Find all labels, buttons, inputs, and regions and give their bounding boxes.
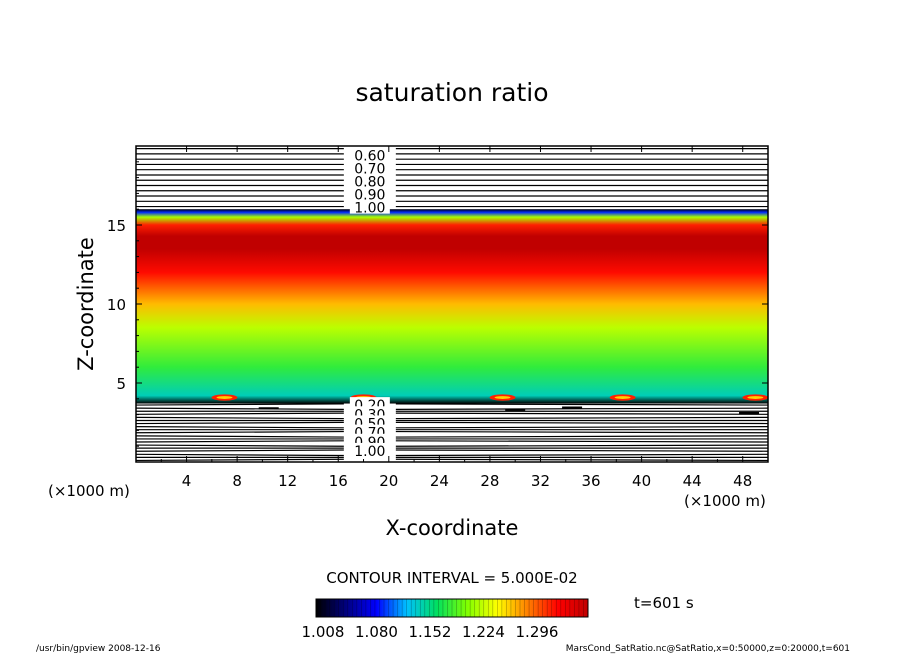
contour-label-bg	[349, 442, 390, 457]
plot-area: 0.600.700.800.901.00 0.200.300.500.700.9…	[135, 145, 769, 463]
x-tick-label: 20	[379, 472, 398, 490]
upper-contour-lines	[136, 148, 768, 208]
y-tick-label: 10	[107, 296, 126, 314]
x-axis-label: X-coordinate	[386, 516, 519, 540]
contour-line	[135, 403, 769, 406]
contour-line	[135, 421, 769, 425]
surface-cell-core	[747, 396, 764, 399]
surface-cell-core	[216, 396, 233, 399]
lower-contour-lines	[135, 403, 769, 462]
filled-contour-layer	[136, 209, 768, 404]
footer-left: /usr/bin/gpview 2008-12-16	[36, 644, 161, 654]
contour-label: 0.60	[354, 148, 385, 164]
x-tick-label: 36	[581, 472, 600, 490]
x-tick-label: 12	[278, 472, 297, 490]
colorbar-strip	[316, 599, 588, 617]
contour-line	[135, 430, 769, 434]
colorbar-stripes	[320, 599, 584, 617]
x-tick-label: 44	[683, 472, 702, 490]
colorbar-tick-label: 1.008	[302, 623, 345, 641]
lower-contour-labels: 0.200.300.500.700.901.00	[349, 397, 390, 460]
contour-line	[135, 426, 769, 429]
colorbar-frame	[315, 598, 589, 618]
y-tick-label: 5	[116, 375, 126, 393]
x-tick-label: 40	[632, 472, 651, 490]
contour-line	[135, 449, 769, 452]
contour-label-bg	[349, 160, 390, 175]
contour-line	[135, 444, 769, 447]
colorbar-labels: 1.008 1.080 1.152 1.224 1.296	[302, 623, 559, 641]
y-axis-ticks: 5 10 15	[107, 161, 768, 447]
contour-line	[135, 416, 769, 420]
contour-line	[135, 453, 769, 457]
x-tick-label: 28	[480, 472, 499, 490]
contour-label: 1.00	[354, 201, 385, 217]
contour-label-bg	[349, 173, 390, 188]
contour-line	[135, 458, 769, 462]
surface-cell-core	[494, 396, 511, 399]
contour-label: 1.00	[354, 444, 385, 460]
surface-cells	[211, 394, 769, 401]
x-tick-label: 8	[232, 472, 242, 490]
colorbar-tick-label: 1.296	[516, 623, 559, 641]
y-tick-label: 15	[107, 217, 126, 235]
contour-label: 0.70	[354, 162, 385, 178]
chart-title: saturation ratio	[355, 78, 548, 107]
contour-label: 0.80	[354, 175, 385, 191]
x-tick-label: 32	[531, 472, 550, 490]
contour-line	[135, 412, 769, 415]
x-tick-label: 48	[733, 472, 752, 490]
upper-contour-labels: 0.600.700.800.901.00	[349, 147, 390, 217]
y-axis-unit: (×1000 m)	[48, 482, 130, 500]
contour-line	[135, 440, 769, 443]
contour-interval: CONTOUR INTERVAL = 5.000E-02	[326, 569, 577, 587]
x-axis-unit: (×1000 m)	[684, 492, 766, 510]
x-tick-label: 24	[430, 472, 449, 490]
contour-label-bg	[349, 186, 390, 201]
x-tick-label: 16	[329, 472, 348, 490]
x-tick-label: 4	[182, 472, 192, 490]
time-label: t=601 s	[634, 594, 694, 612]
contour-label-bg	[349, 199, 390, 214]
x-axis-ticks: 4 8 12 16 20 24 28 32 36 40 44 48	[160, 146, 752, 490]
colorbar-tick-label: 1.080	[355, 623, 398, 641]
colorbar: 1.008 1.080 1.152 1.224 1.296	[302, 598, 589, 641]
y-axis-label: Z-coordinate	[74, 237, 98, 371]
footer-right: MarsCond_SatRatio.nc@SatRatio,x=0:50000,…	[566, 644, 850, 654]
contour-label: 0.90	[354, 188, 385, 204]
colorbar-tick-label: 1.152	[409, 623, 452, 641]
contour-line	[135, 435, 769, 438]
colorbar-tick-label: 1.224	[462, 623, 505, 641]
contour-label-bg	[349, 147, 390, 162]
surface-cell-core	[614, 396, 631, 399]
contour-line	[135, 407, 769, 410]
